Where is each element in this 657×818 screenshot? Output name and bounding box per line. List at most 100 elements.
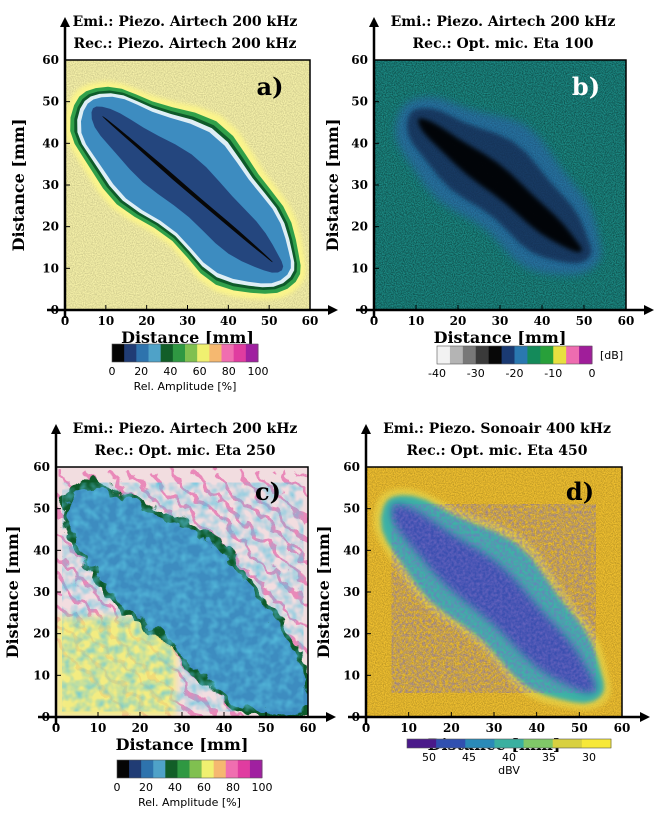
x-tick-label: 10 bbox=[97, 314, 114, 328]
x-tick-label: 30 bbox=[492, 314, 509, 328]
colorbar-swatch bbox=[189, 760, 203, 778]
y-tick-label: 10 bbox=[42, 261, 59, 275]
wave-stripe bbox=[208, 467, 308, 568]
colorbar-swatch bbox=[185, 344, 198, 362]
defect-texture bbox=[62, 482, 304, 712]
colorbar-swatch bbox=[221, 344, 235, 362]
heatmap-area bbox=[374, 60, 626, 310]
colorbar-swatch bbox=[160, 344, 174, 362]
colorbar-tick-label: 30 bbox=[582, 751, 596, 764]
x-tick-label: 30 bbox=[486, 721, 503, 735]
defect-core-black bbox=[102, 116, 273, 263]
colorbar-swatch bbox=[437, 346, 451, 364]
colorbar-swatch bbox=[148, 344, 162, 362]
wave-stripe bbox=[142, 467, 308, 634]
y-tick-label: 60 bbox=[351, 53, 368, 67]
y-axis-title: Distance [mm] bbox=[3, 526, 22, 659]
colorbar-tick-label: 0 bbox=[589, 367, 596, 380]
colorbar-swatch bbox=[552, 739, 583, 748]
x-tick-label: 0 bbox=[370, 314, 378, 328]
colorbar-swatch bbox=[225, 760, 239, 778]
y-tick-label: 30 bbox=[351, 178, 368, 192]
colorbar-swatch bbox=[540, 346, 554, 364]
colorbar-swatch bbox=[514, 346, 528, 364]
y-tick-label: 50 bbox=[42, 95, 59, 109]
y-tick-label: 60 bbox=[33, 460, 50, 474]
wave-stripe bbox=[56, 552, 220, 717]
x-tick-label: 20 bbox=[450, 314, 467, 328]
colorbar-swatch bbox=[579, 346, 593, 364]
panel-c: Emi.: Piezo. Airtech 200 kHz Rec.: Opt. m… bbox=[3, 421, 336, 809]
colorbar-swatch bbox=[249, 760, 263, 778]
colorbar-swatch bbox=[475, 346, 490, 364]
colorbar-swatch bbox=[494, 739, 525, 748]
colorbar-frame bbox=[111, 343, 259, 363]
colorbar-swatch bbox=[117, 760, 130, 778]
colorbar-tick-label: 60 bbox=[193, 365, 207, 378]
colorbar-frame bbox=[406, 738, 612, 749]
panel-letter: d) bbox=[566, 477, 594, 506]
x-tick-label: 50 bbox=[576, 314, 593, 328]
colorbar-swatch bbox=[213, 760, 227, 778]
x-tick-label: 60 bbox=[614, 721, 631, 735]
x-tick-label: 10 bbox=[400, 721, 417, 735]
colorbar-swatch bbox=[124, 344, 137, 362]
x-tick-label: 0 bbox=[362, 721, 370, 735]
y-tick-label: 40 bbox=[33, 543, 50, 557]
heatmap-area bbox=[65, 60, 310, 310]
y-tick-label: 20 bbox=[343, 627, 360, 641]
x-tick-label: 10 bbox=[408, 314, 425, 328]
colorbar-swatch bbox=[501, 346, 515, 364]
y-tick-label: 30 bbox=[42, 178, 59, 192]
colorbar-swatch bbox=[197, 344, 210, 362]
panel-letter: a) bbox=[257, 72, 284, 101]
x-tick-label: 0 bbox=[61, 314, 69, 328]
colorbar-tick-label: 40 bbox=[168, 781, 182, 794]
colorbar-swatch bbox=[237, 760, 251, 778]
y-axis-title: Distance [mm] bbox=[314, 526, 333, 659]
x-tick-label: 10 bbox=[90, 721, 107, 735]
y-tick-label: 40 bbox=[42, 136, 59, 150]
colorbar-swatch bbox=[523, 739, 554, 748]
x-tick-label: 60 bbox=[302, 314, 319, 328]
colorbar-tick-label: 45 bbox=[462, 751, 476, 764]
colorbar-swatch bbox=[581, 739, 612, 748]
colorbar-swatch bbox=[553, 346, 567, 364]
panel-title-receiver: Rec.: Opt. mic. Eta 250 bbox=[95, 443, 276, 459]
y-tick-label: 0 bbox=[42, 710, 50, 724]
colorbar-tick-label: 35 bbox=[542, 751, 556, 764]
colorbar-swatch bbox=[141, 760, 154, 778]
wave-stripe bbox=[252, 467, 308, 524]
colorbar-swatch bbox=[112, 344, 125, 362]
colorbar-tick-label: 0 bbox=[109, 365, 116, 378]
colorbar-label: dBV bbox=[498, 764, 520, 777]
panel-title-receiver: Rec.: Opt. mic. Eta 450 bbox=[407, 443, 588, 459]
y-tick-label: 50 bbox=[33, 502, 50, 516]
colorbar-tick-label: 60 bbox=[197, 781, 211, 794]
y-tick-label: 30 bbox=[343, 585, 360, 599]
colorbar-swatch bbox=[527, 346, 541, 364]
colorbar-unit: [dB] bbox=[600, 349, 623, 362]
x-axis-title: Distance [mm] bbox=[434, 328, 567, 347]
panel-d: Emi.: Piezo. Sonoair 400 kHz Rec.: Opt. m… bbox=[314, 421, 650, 777]
colorbar-tick-label: 100 bbox=[248, 365, 269, 378]
colorbar-swatch bbox=[566, 346, 580, 364]
y-tick-label: 50 bbox=[351, 95, 368, 109]
wave-stripe bbox=[164, 467, 308, 612]
y-tick-label: 40 bbox=[351, 136, 368, 150]
colorbar-tick-label: 40 bbox=[163, 365, 177, 378]
y-tick-label: 10 bbox=[343, 668, 360, 682]
colorbar-swatch bbox=[209, 344, 222, 362]
heatmap-area bbox=[56, 467, 308, 717]
colorbar-swatch bbox=[165, 760, 178, 778]
y-tick-label: 10 bbox=[351, 261, 368, 275]
colorbar-swatch bbox=[129, 760, 142, 778]
y-axis-title: Distance [mm] bbox=[9, 119, 28, 252]
x-tick-label: 50 bbox=[261, 314, 278, 328]
panel-letter: b) bbox=[572, 72, 600, 101]
colorbar-swatch bbox=[488, 346, 503, 364]
colorbar-swatch bbox=[201, 760, 215, 778]
panel-title-emitter: Emi.: Piezo. Airtech 200 kHz bbox=[73, 14, 298, 30]
colorbar: -40 -30 -20 -10 0 [dB] bbox=[428, 345, 623, 380]
panel-title-emitter: Emi.: Piezo. Airtech 200 kHz bbox=[73, 421, 298, 437]
